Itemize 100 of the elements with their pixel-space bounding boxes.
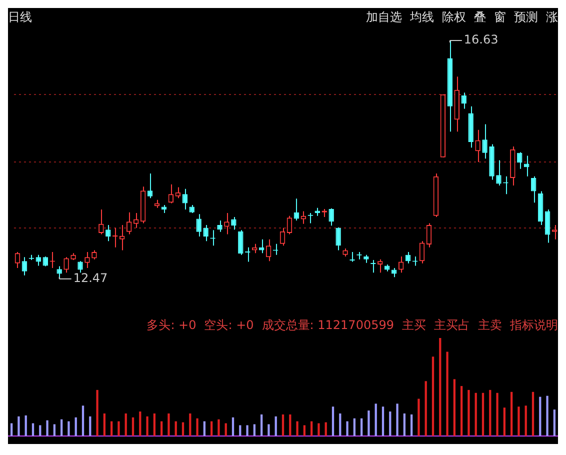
candlestick bbox=[280, 227, 286, 246]
bar bbox=[10, 423, 13, 436]
candlestick bbox=[36, 254, 42, 266]
bar bbox=[246, 425, 248, 436]
candlestick bbox=[119, 224, 125, 251]
text: 加自选 bbox=[366, 8, 402, 26]
bar bbox=[446, 352, 448, 436]
bar bbox=[160, 421, 163, 436]
bar bbox=[389, 412, 392, 436]
bar bbox=[182, 422, 184, 436]
text: 主买 bbox=[402, 316, 426, 334]
bar bbox=[203, 421, 206, 436]
bar bbox=[324, 422, 327, 436]
bar bbox=[196, 418, 198, 436]
bar bbox=[82, 406, 84, 436]
bar bbox=[310, 421, 313, 436]
bar bbox=[253, 424, 256, 436]
bar bbox=[403, 413, 406, 436]
candlestick bbox=[14, 251, 20, 268]
bar bbox=[282, 414, 284, 436]
bar bbox=[432, 356, 434, 436]
text: 指标说明 bbox=[510, 316, 558, 334]
candlestick bbox=[496, 160, 502, 186]
candlestick bbox=[426, 222, 432, 248]
bar bbox=[103, 413, 106, 436]
text: 多头: +0 bbox=[146, 316, 196, 334]
candlestick bbox=[517, 152, 522, 170]
candlestick bbox=[530, 176, 536, 204]
candlestick bbox=[168, 184, 174, 204]
annotation: 12.47 bbox=[73, 271, 108, 285]
candlestick bbox=[482, 124, 488, 160]
candlestick bbox=[391, 267, 397, 278]
bar bbox=[96, 390, 98, 436]
bar bbox=[439, 338, 442, 436]
bar bbox=[189, 413, 192, 436]
candlestick bbox=[544, 209, 550, 244]
annotation: 16.63 bbox=[464, 32, 498, 47]
bar bbox=[168, 413, 170, 436]
bar bbox=[268, 424, 270, 436]
bar bbox=[353, 418, 356, 436]
candlestick bbox=[398, 256, 404, 274]
bar bbox=[32, 423, 34, 436]
candlestick bbox=[524, 155, 530, 177]
bar bbox=[296, 421, 298, 436]
candlestick bbox=[133, 212, 139, 228]
bar bbox=[374, 404, 377, 436]
chart-title: 日线 bbox=[8, 8, 32, 26]
candlestick bbox=[224, 212, 230, 235]
bar bbox=[239, 425, 242, 436]
text: 空头: +0 bbox=[204, 316, 254, 334]
bar bbox=[118, 421, 120, 436]
text: 窗 bbox=[494, 8, 506, 26]
candlestick bbox=[98, 209, 104, 235]
text: 均线 bbox=[410, 8, 434, 26]
text: 主卖 bbox=[478, 316, 502, 334]
candlestick bbox=[56, 266, 62, 280]
bar bbox=[260, 414, 263, 436]
candlestick bbox=[196, 214, 202, 237]
bar bbox=[39, 425, 42, 436]
candlestick bbox=[126, 212, 132, 235]
text: 预测 bbox=[514, 8, 538, 26]
bar bbox=[68, 421, 70, 436]
bar bbox=[482, 392, 484, 436]
bar bbox=[382, 406, 384, 436]
bar bbox=[124, 413, 127, 436]
bar bbox=[518, 406, 520, 436]
bar bbox=[460, 386, 463, 436]
candlestick bbox=[175, 186, 181, 199]
candlestick bbox=[22, 256, 28, 276]
bar bbox=[132, 417, 134, 436]
bar bbox=[453, 379, 456, 436]
text: 叠 bbox=[474, 8, 486, 26]
bar bbox=[110, 421, 113, 436]
bar bbox=[410, 414, 413, 436]
bar bbox=[489, 390, 492, 436]
candlestick bbox=[147, 172, 153, 199]
bar bbox=[510, 392, 513, 436]
bar bbox=[232, 417, 234, 436]
bar bbox=[553, 410, 556, 436]
candlestick bbox=[300, 210, 306, 224]
bar bbox=[224, 423, 227, 436]
candlestick bbox=[217, 220, 222, 232]
bar bbox=[274, 416, 277, 436]
bar bbox=[18, 416, 20, 436]
bar bbox=[332, 406, 334, 436]
text: 成交总量: 1121700599 bbox=[262, 316, 394, 334]
candlestick bbox=[84, 251, 90, 268]
bar bbox=[24, 415, 27, 436]
candlestick bbox=[475, 129, 480, 163]
candlestick bbox=[203, 224, 208, 242]
bar bbox=[60, 419, 63, 436]
candlestick bbox=[106, 224, 111, 242]
bar bbox=[524, 406, 527, 436]
text: 主买占 bbox=[434, 316, 470, 334]
bar bbox=[496, 392, 498, 436]
bar bbox=[339, 413, 342, 436]
bar bbox=[210, 421, 213, 436]
bar bbox=[532, 392, 534, 436]
bar bbox=[46, 420, 48, 436]
bar bbox=[146, 416, 148, 436]
